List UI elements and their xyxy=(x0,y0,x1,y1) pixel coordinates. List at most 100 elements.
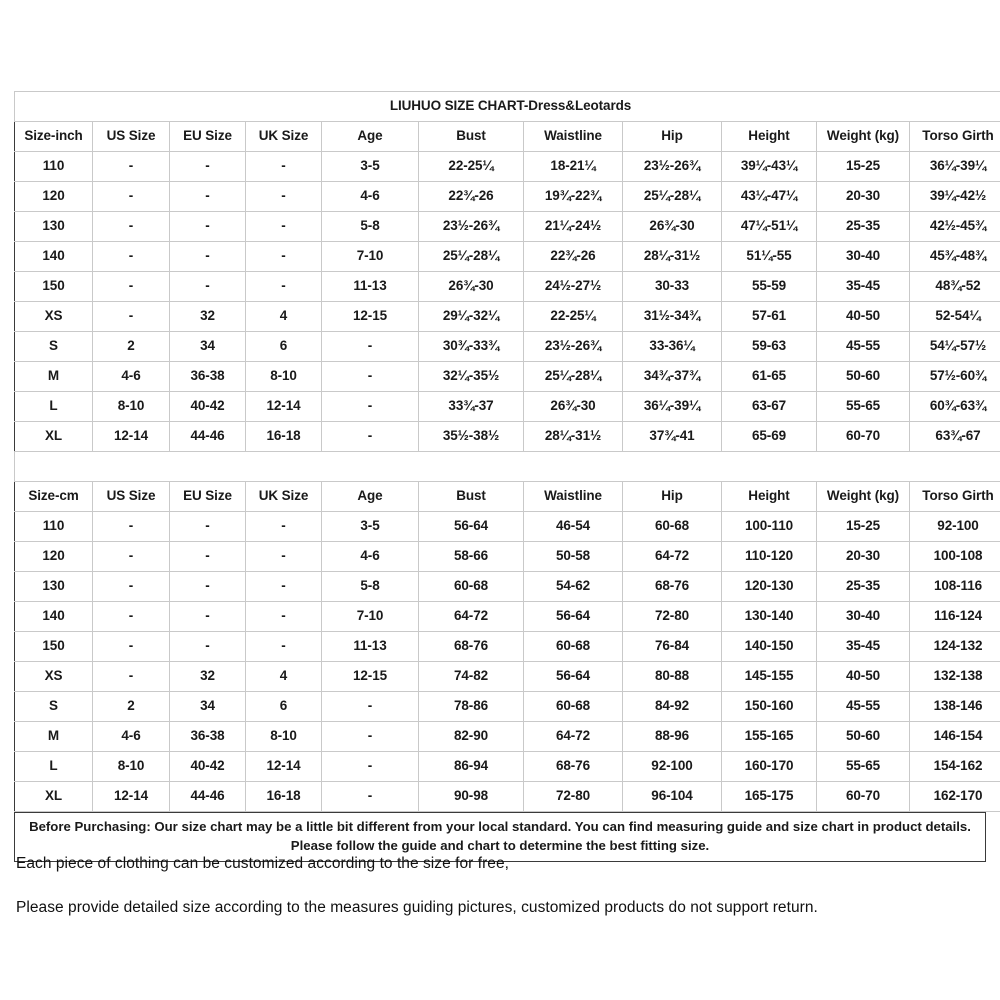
cell-waistline: 21¼-24½ xyxy=(523,211,623,242)
footer-notes: Each piece of clothing can be customized… xyxy=(16,855,976,943)
cell-age: 4-6 xyxy=(321,181,419,212)
cell-uk-size: 16-18 xyxy=(245,421,322,452)
cell-eu-size: - xyxy=(169,151,246,182)
cell-torso-girth: 154-162 xyxy=(909,751,1000,782)
cell-bust: 29¼-32¼ xyxy=(418,301,524,332)
cell-hip: 37¾-41 xyxy=(622,421,722,452)
cell-uk-size: 4 xyxy=(245,301,322,332)
cell-waistline: 56-64 xyxy=(523,661,623,692)
cell-age: 5-8 xyxy=(321,571,419,602)
cell-torso-girth: 100-108 xyxy=(909,541,1000,572)
cell-torso-girth: 124-132 xyxy=(909,631,1000,662)
cell-uk-size: 6 xyxy=(245,691,322,722)
table-row: 120 - - - 4-6 22¾-26 19¾-22¾ 25¼-28¼ 43¼… xyxy=(14,181,1000,212)
cell-uk-size: 8-10 xyxy=(245,721,322,752)
cm-header-row: Size-cm US Size EU Size UK Size Age Bust… xyxy=(14,481,1000,512)
cell-us-size: - xyxy=(92,241,170,272)
table-row: XS - 32 4 12-15 29¼-32¼ 22-25¼ 31½-34¾ 5… xyxy=(14,301,1000,332)
cell-size: M xyxy=(14,361,93,392)
cell-height: 43¼-47¼ xyxy=(721,181,817,212)
cell-eu-size: - xyxy=(169,511,246,542)
cell-hip: 31½-34¾ xyxy=(622,301,722,332)
cell-eu-size: 32 xyxy=(169,661,246,692)
cell-weight: 45-55 xyxy=(816,691,910,722)
cell-weight: 60-70 xyxy=(816,421,910,452)
cell-us-size: 2 xyxy=(92,331,170,362)
cell-hip: 36¼-39¼ xyxy=(622,391,722,422)
cell-weight: 40-50 xyxy=(816,661,910,692)
cell-eu-size: - xyxy=(169,271,246,302)
column-header-height: Height xyxy=(721,121,817,152)
cell-eu-size: 40-42 xyxy=(169,751,246,782)
table-row: S 2 34 6 - 78-86 60-68 84-92 150-160 45-… xyxy=(14,691,1000,722)
cell-bust: 82-90 xyxy=(418,721,524,752)
cell-weight: 15-25 xyxy=(816,151,910,182)
cell-eu-size: - xyxy=(169,631,246,662)
cell-eu-size: - xyxy=(169,181,246,212)
cell-bust: 56-64 xyxy=(418,511,524,542)
cell-uk-size: - xyxy=(245,541,322,572)
cell-height: 150-160 xyxy=(721,691,817,722)
cell-uk-size: 6 xyxy=(245,331,322,362)
cell-weight: 55-65 xyxy=(816,391,910,422)
cell-eu-size: - xyxy=(169,241,246,272)
cell-weight: 30-40 xyxy=(816,241,910,272)
cell-torso-girth: 60¾-63¾ xyxy=(909,391,1000,422)
cell-torso-girth: 162-170 xyxy=(909,781,1000,812)
cell-uk-size: - xyxy=(245,181,322,212)
cell-age: 11-13 xyxy=(321,631,419,662)
cell-hip: 30-33 xyxy=(622,271,722,302)
table-separator xyxy=(14,451,1000,482)
cell-age: 12-15 xyxy=(321,661,419,692)
cell-bust: 30¾-33¾ xyxy=(418,331,524,362)
cell-uk-size: - xyxy=(245,151,322,182)
cell-eu-size: 34 xyxy=(169,691,246,722)
cell-hip: 25¼-28¼ xyxy=(622,181,722,212)
cell-age: 12-15 xyxy=(321,301,419,332)
purchase-note: Before Purchasing: Our size chart may be… xyxy=(29,819,971,854)
cell-uk-size: 8-10 xyxy=(245,361,322,392)
cell-torso-girth: 52-54¼ xyxy=(909,301,1000,332)
cell-height: 57-61 xyxy=(721,301,817,332)
cell-eu-size: 36-38 xyxy=(169,361,246,392)
cell-size: 120 xyxy=(14,541,93,572)
cell-size: 120 xyxy=(14,181,93,212)
cell-us-size: - xyxy=(92,511,170,542)
cell-waistline: 54-62 xyxy=(523,571,623,602)
cell-size: S xyxy=(14,691,93,722)
cell-hip: 26¾-30 xyxy=(622,211,722,242)
column-header-hip: Hip xyxy=(622,121,722,152)
table-row: 130 - - - 5-8 23½-26¾ 21¼-24½ 26¾-30 47¼… xyxy=(14,211,1000,242)
cell-height: 100-110 xyxy=(721,511,817,542)
cell-age: 7-10 xyxy=(321,601,419,632)
cell-us-size: - xyxy=(92,301,170,332)
cell-torso-girth: 36¼-39¼ xyxy=(909,151,1000,182)
cell-height: 47¼-51¼ xyxy=(721,211,817,242)
cell-bust: 25¼-28¼ xyxy=(418,241,524,272)
cell-torso-girth: 48¾-52 xyxy=(909,271,1000,302)
cell-waistline: 28¼-31½ xyxy=(523,421,623,452)
cell-height: 61-65 xyxy=(721,361,817,392)
cell-weight: 25-35 xyxy=(816,211,910,242)
cell-torso-girth: 57½-60¾ xyxy=(909,361,1000,392)
column-header-eu-size: EU Size xyxy=(169,121,246,152)
column-header-age: Age xyxy=(321,481,419,512)
cell-eu-size: 44-46 xyxy=(169,781,246,812)
cell-height: 165-175 xyxy=(721,781,817,812)
cell-us-size: - xyxy=(92,151,170,182)
size-chart-body: LIUHUO SIZE CHART-Dress&Leotards Size-in… xyxy=(14,91,1000,812)
cell-age: 3-5 xyxy=(321,151,419,182)
cell-eu-size: 34 xyxy=(169,331,246,362)
cell-hip: 76-84 xyxy=(622,631,722,662)
cell-eu-size: - xyxy=(169,211,246,242)
column-header-uk-size: UK Size xyxy=(245,121,322,152)
column-header-waistline: Waistline xyxy=(523,121,623,152)
cell-bust: 86-94 xyxy=(418,751,524,782)
cell-weight: 40-50 xyxy=(816,301,910,332)
cell-us-size: - xyxy=(92,271,170,302)
cell-waistline: 23½-26¾ xyxy=(523,331,623,362)
cell-hip: 28¼-31½ xyxy=(622,241,722,272)
cell-height: 55-59 xyxy=(721,271,817,302)
cell-waistline: 26¾-30 xyxy=(523,391,623,422)
cell-size: L xyxy=(14,751,93,782)
